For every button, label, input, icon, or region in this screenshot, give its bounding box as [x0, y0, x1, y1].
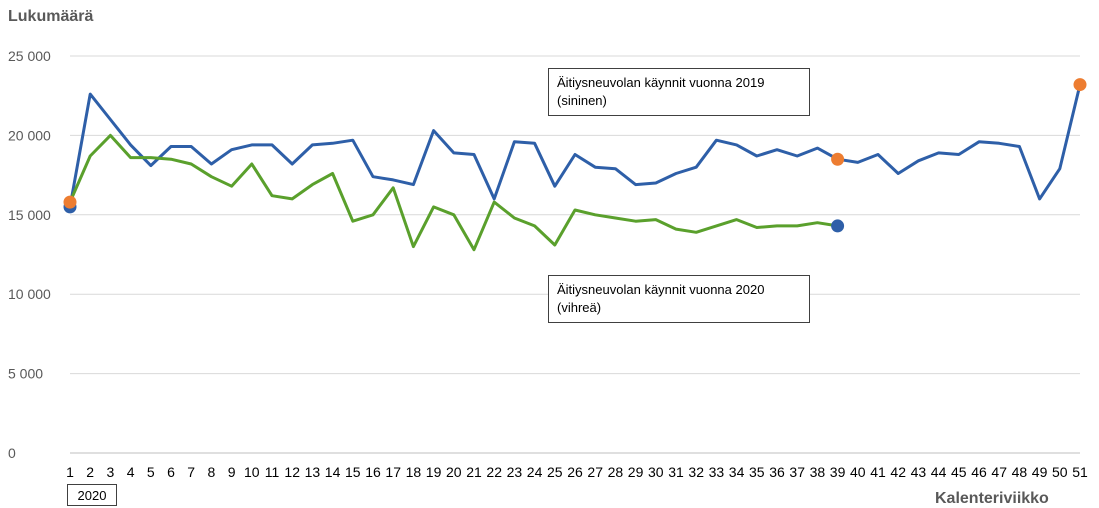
x-axis-ticks: 1 2 3 4 5 6 7 8 9 10 11 12 13 14 15 16 17 18 19 20 21 22 23 24 2… [66, 464, 1088, 480]
x-tick-label: 2 [86, 464, 94, 480]
data-point-marker [831, 219, 845, 233]
annotation-2019-line-2: (sininen) [557, 93, 607, 108]
x-tick-label: 15 [345, 464, 361, 480]
x-tick-label: 51 [1072, 464, 1088, 480]
y-axis-ticks: 0 5 000 10 000 15 000 20 000 25 000 [8, 48, 51, 461]
x-tick-label: 41 [870, 464, 886, 480]
x-tick-label: 48 [1012, 464, 1028, 480]
data-point-marker [1073, 78, 1087, 92]
x-tick-label: 44 [931, 464, 947, 480]
data-point-marker [831, 152, 845, 166]
x-tick-label: 8 [208, 464, 216, 480]
y-tick-label: 20 000 [8, 127, 51, 143]
y-tick-label: 15 000 [8, 207, 51, 223]
year-group-label: 2020 [67, 484, 117, 506]
x-tick-label: 36 [769, 464, 785, 480]
annotation-2019-line-1: Äitiysneuvolan käynnit vuonna 2019 [557, 75, 765, 90]
x-tick-label: 14 [325, 464, 341, 480]
y-tick-label: 0 [8, 445, 16, 461]
data-point-marker [63, 195, 77, 209]
x-tick-label: 1 [66, 464, 74, 480]
x-tick-label: 50 [1052, 464, 1068, 480]
x-tick-label: 7 [187, 464, 195, 480]
x-tick-label: 17 [385, 464, 401, 480]
x-tick-label: 4 [127, 464, 135, 480]
x-tick-label: 42 [890, 464, 906, 480]
y-tick-label: 25 000 [8, 48, 51, 64]
x-tick-label: 25 [547, 464, 563, 480]
x-tick-label: 19 [426, 464, 442, 480]
x-tick-label: 28 [608, 464, 624, 480]
x-tick-label: 34 [729, 464, 745, 480]
x-tick-label: 22 [486, 464, 502, 480]
x-tick-label: 47 [991, 464, 1007, 480]
series-line-1 [68, 133, 840, 252]
x-tick-label: 13 [305, 464, 321, 480]
x-tick-label: 12 [284, 464, 300, 480]
x-tick-label: 43 [911, 464, 927, 480]
series-line-0 [68, 83, 1082, 209]
x-tick-label: 27 [587, 464, 603, 480]
x-tick-label: 46 [971, 464, 987, 480]
highlight-markers [63, 78, 1087, 233]
x-tick-label: 5 [147, 464, 155, 480]
x-tick-label: 18 [406, 464, 422, 480]
x-tick-label: 21 [466, 464, 482, 480]
x-tick-label: 49 [1032, 464, 1048, 480]
x-tick-label: 23 [507, 464, 523, 480]
x-tick-label: 38 [810, 464, 826, 480]
x-tick-label: 29 [628, 464, 644, 480]
x-tick-label: 10 [244, 464, 260, 480]
x-tick-label: 26 [567, 464, 583, 480]
x-tick-label: 33 [709, 464, 725, 480]
y-tick-label: 10 000 [8, 286, 51, 302]
x-tick-label: 16 [365, 464, 381, 480]
x-tick-label: 24 [527, 464, 543, 480]
x-tick-label: 32 [688, 464, 704, 480]
x-tick-label: 39 [830, 464, 846, 480]
x-tick-label: 3 [107, 464, 115, 480]
y-tick-label: 5 000 [8, 366, 43, 382]
x-tick-label: 45 [951, 464, 967, 480]
x-tick-label: 20 [446, 464, 462, 480]
x-tick-label: 6 [167, 464, 175, 480]
x-tick-label: 11 [265, 464, 280, 480]
x-tick-label: 40 [850, 464, 866, 480]
annotation-2019: Äitiysneuvolan käynnit vuonna 2019 (sini… [548, 68, 810, 116]
x-tick-label: 30 [648, 464, 664, 480]
x-tick-label: 9 [228, 464, 236, 480]
x-axis-title: Kalenteriviikko [935, 490, 1049, 507]
annotation-2020-line-1: Äitiysneuvolan käynnit vuonna 2020 [557, 282, 765, 297]
x-tick-label: 37 [789, 464, 805, 480]
annotation-2020: Äitiysneuvolan käynnit vuonna 2020 (vihr… [548, 275, 810, 323]
annotation-2020-line-2: (vihreä) [557, 300, 602, 315]
x-tick-label: 31 [668, 464, 684, 480]
series-lines [68, 83, 1082, 252]
y-axis-title: Lukumäärä [8, 8, 94, 25]
x-tick-label: 35 [749, 464, 765, 480]
